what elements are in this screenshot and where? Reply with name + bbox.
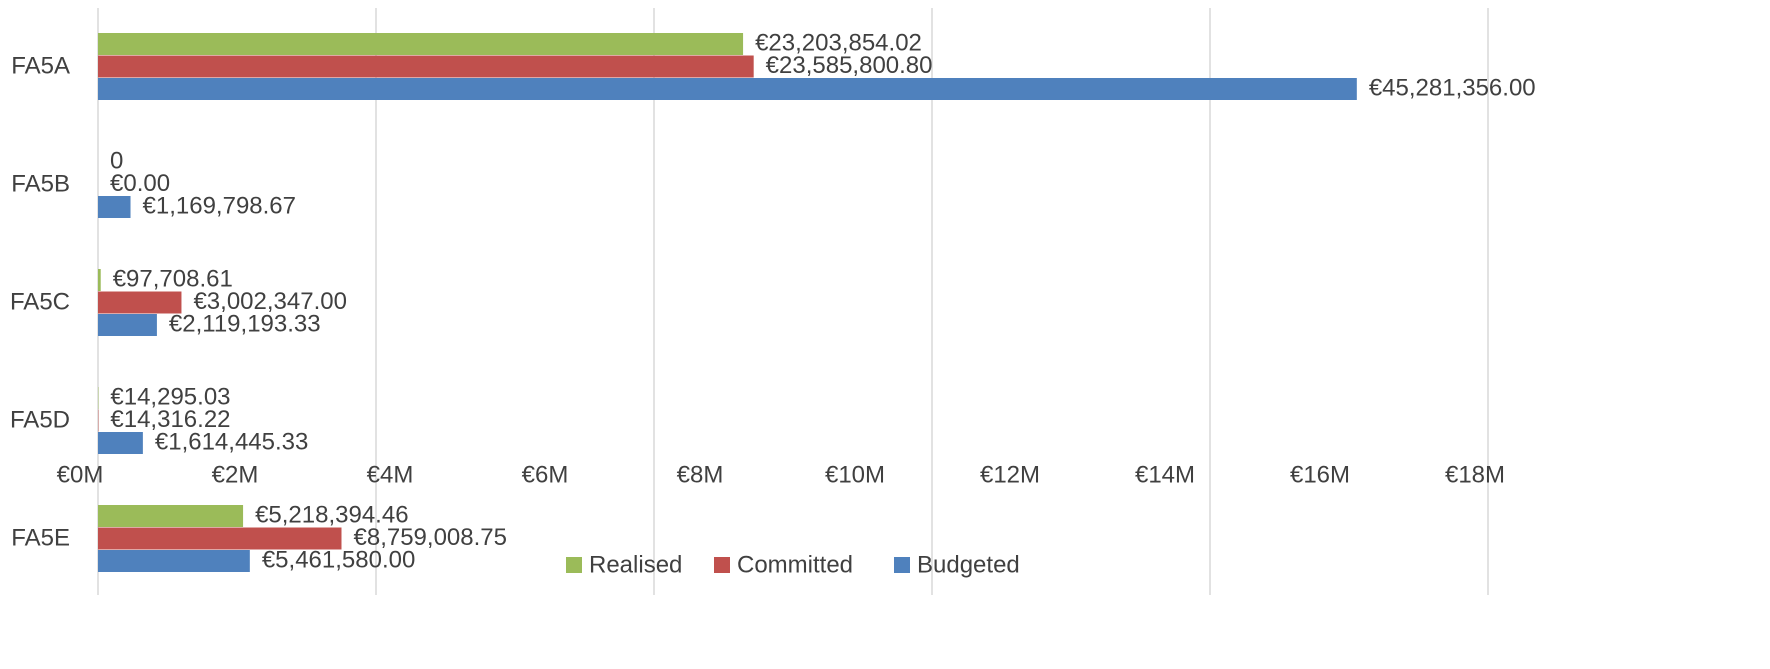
x-axis-label: €4M [367, 461, 414, 488]
data-label: €23,585,800.80 [766, 52, 933, 79]
data-label: €45,281,356.00 [1369, 75, 1536, 102]
bar [98, 505, 244, 527]
data-label: €14,295.03 [110, 384, 230, 411]
x-axis-label: €18M [1445, 461, 1505, 488]
bar [98, 527, 342, 550]
data-label: €2,119,193.33 [169, 311, 321, 338]
y-tick-label: FA5C [10, 288, 70, 315]
y-tick-label: FA5A [11, 52, 70, 79]
x-axis-label: €6M [522, 461, 569, 488]
data-label: €0.00 [110, 170, 170, 197]
bar [98, 196, 131, 218]
data-label: €5,461,580.00 [262, 547, 415, 574]
legend-swatch [566, 557, 582, 573]
data-label: €97,708.61 [113, 266, 233, 293]
legend-label: Budgeted [917, 551, 1020, 578]
legend-swatch [894, 557, 910, 573]
x-axis-label: €12M [980, 461, 1040, 488]
bar [98, 291, 182, 314]
x-axis-label: €16M [1290, 461, 1350, 488]
legend-label: Committed [737, 551, 853, 578]
data-label: 0 [110, 148, 123, 175]
bar [98, 55, 754, 78]
bar [98, 78, 1357, 100]
data-label: €3,002,347.00 [193, 288, 346, 315]
x-axis-label: €10M [825, 461, 885, 488]
bar [98, 314, 157, 336]
data-label: €14,316.22 [110, 406, 230, 433]
bar [98, 33, 744, 55]
y-tick-label: FA5B [11, 170, 70, 197]
x-axis-label: €14M [1135, 461, 1195, 488]
y-tick-label: FA5D [10, 406, 70, 433]
bar [98, 269, 101, 291]
data-label: €8,759,008.75 [354, 524, 507, 551]
data-label: €1,614,445.33 [155, 429, 308, 456]
data-label: €23,203,854.02 [755, 30, 922, 57]
data-label: €1,169,798.67 [143, 193, 296, 220]
y-tick-label: FA5E [11, 524, 70, 551]
data-label: €5,218,394.46 [255, 502, 408, 529]
bar [98, 432, 143, 454]
legend-swatch [714, 557, 730, 573]
bar [98, 550, 250, 572]
x-axis-label: €8M [677, 461, 724, 488]
x-axis-label: €0M [57, 461, 104, 488]
x-axis-label: €2M [212, 461, 259, 488]
legend-label: Realised [589, 551, 682, 578]
